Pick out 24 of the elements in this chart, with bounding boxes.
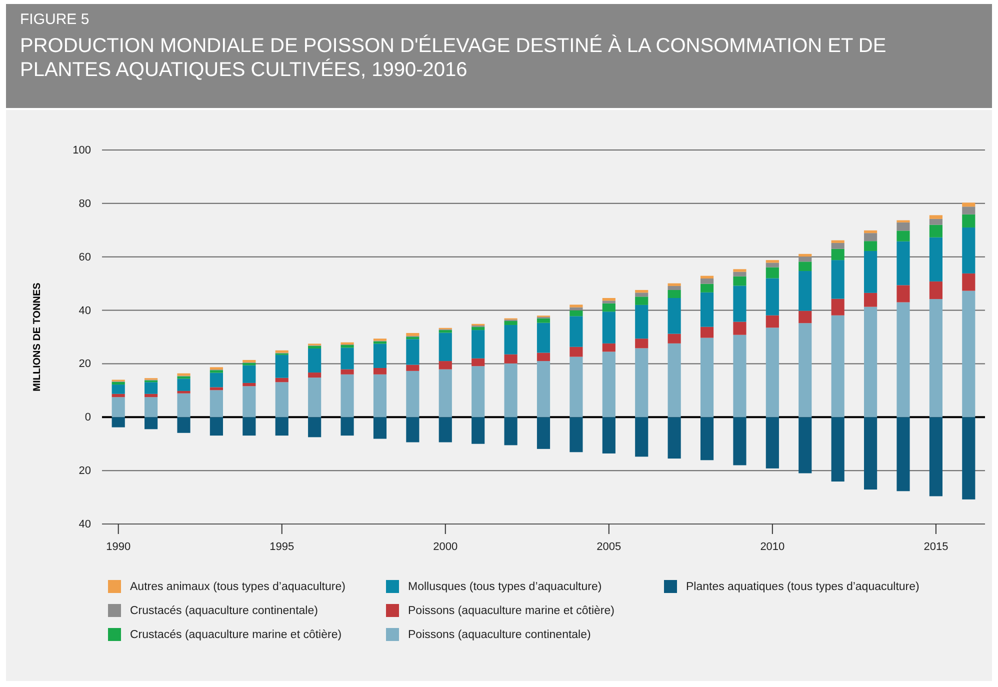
y-tick-label: 20 [78,358,91,370]
x-tick-label: 1990 [106,541,131,554]
legend-label: Crustacés (aquaculture marine et côtière) [130,629,342,641]
y-tick-label: 100 [72,144,91,157]
x-tick-label: 2000 [433,541,458,554]
y-axis-title: MILLIONS DE TONNES [32,282,43,392]
chart-subtitle: PRODUCTION MONDIALE DE POISSON D'ÉLEVAGE DESTINÉ À LA CONSOMMATION ET DE PLANTES AQUATIQUES CULTIVÉES, 1990-2016 [20,34,886,81]
chart-title: FIGURE 5 [20,11,90,28]
y-tick-label: 60 [78,251,91,264]
legend-label: Plantes aquatiques (tous types d’aquaculture) [686,581,920,593]
legend-label: Crustacés (aquaculture continentale) [130,605,318,617]
y-tick-label: 40 [78,518,91,531]
legend-label: Autres animaux (tous types d’aquaculture) [130,581,346,593]
x-tick-label: 1995 [270,541,294,554]
x-tick-label: 2015 [924,541,948,554]
legend-label: Poissons (aquaculture marine et côtière) [408,605,615,617]
x-tick-label: 2005 [596,541,622,554]
y-tick-label: 80 [78,198,91,210]
legend-label: Poissons (aquaculture continentale) [408,629,591,641]
legend-label: Mollusques (tous types d’aquaculture) [408,581,602,593]
y-tick-label: 40 [78,304,91,317]
x-tick-label: 2010 [760,541,785,554]
y-tick-label: 20 [78,465,91,478]
y-tick-label: 0 [84,412,91,424]
